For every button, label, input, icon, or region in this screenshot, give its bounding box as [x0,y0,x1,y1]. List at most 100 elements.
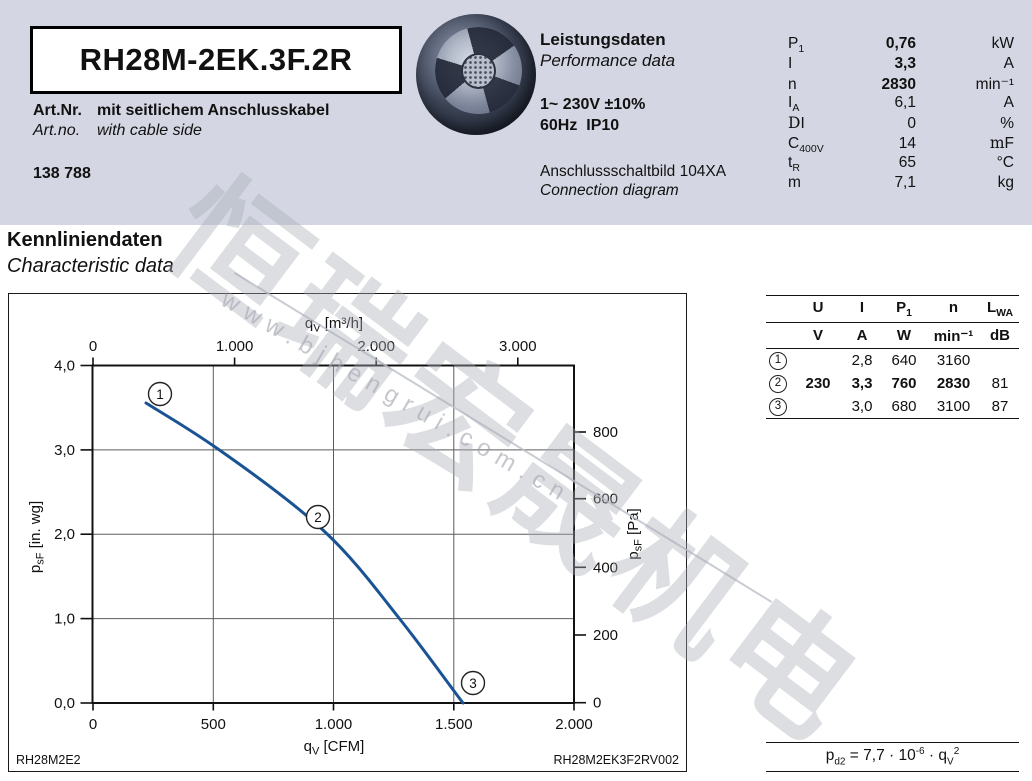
characteristic-curve-chart: 0 1.000 2.000 3.000 qV [m³/h] 0 500 1.00… [8,293,687,772]
svg-text:3.000: 3.000 [499,338,537,355]
perf-symbol: P1 [788,35,805,56]
point-1-marker: 1 [769,351,787,370]
left-axis-labels: 4,0 3,0 2,0 1,0 0,0 psF [in. wg] [27,358,75,713]
perf-value: 2830 [881,75,916,93]
fan-hub [461,52,497,89]
col-header-lwa: LWA [986,299,1014,319]
connection-diagram-en: Connection diagram [540,182,679,199]
svg-text:500: 500 [201,716,226,733]
perf-row-start-current: IA 6,1 A [788,94,1014,114]
perf-value: 3,3 [894,54,916,72]
top-axis-labels: 0 1.000 2.000 3.000 qV [m³/h] [89,315,537,355]
col-header-p1: P1 [896,299,912,319]
perf-unit: kg [997,173,1014,191]
performance-title-en: Performance data [540,51,676,70]
svg-text:2,0: 2,0 [54,526,75,543]
unit-db: dB [990,327,1010,344]
performance-title-de: Leistungsdaten [540,30,666,49]
perf-value: 6,1 [894,94,916,112]
svg-text:1,0: 1,0 [54,611,75,628]
op-table-row-1: 1 2,8 640 3160 [766,349,1019,372]
svg-text:4,0: 4,0 [54,358,75,375]
perf-row-temp: tR 65 °C [788,154,1014,174]
section-title-en: Characteristic data [7,255,174,277]
svg-text:2.000: 2.000 [555,716,593,733]
dynamic-pressure-formula: pd2 = 7,7 · 10-6 · qV2 [766,742,1019,772]
svg-text:400: 400 [593,559,618,576]
svg-text:1.000: 1.000 [315,716,353,733]
svg-text:0: 0 [89,338,97,355]
svg-text:0: 0 [89,716,97,733]
unit-v: V [812,327,823,344]
perf-unit: A [1003,54,1014,72]
perf-symbol: IA [788,94,800,115]
svg-text:3: 3 [469,676,477,691]
perf-symbol: DI [788,114,805,133]
art-number-row-en: Art.no. with cable side [33,122,202,140]
perf-symbol: C400V [788,134,824,156]
top-axis-title: qV [m³/h] [305,315,363,335]
perf-unit: mF [989,133,1014,152]
fan-impeller [435,27,522,115]
right-axis-title: psF [Pa] [625,508,645,559]
svg-text:3,0: 3,0 [54,442,75,459]
art-label-de: Art.Nr. [33,102,82,119]
svg-text:2.000: 2.000 [357,338,395,355]
art-label-en: Art.no. [33,122,81,139]
svg-text:1.500: 1.500 [435,716,473,733]
perf-symbol: tR [788,153,800,174]
op-table-row-2: 2 230 3,3 760 2830 81 [766,372,1019,395]
performance-values-table: P1 0,76 kW I 3,3 A n 2830 min⁻¹ IA 6,1 A… [788,35,1014,193]
svg-text:800: 800 [593,424,618,441]
point-3-marker: 3 [769,397,787,416]
perf-unit: kW [991,35,1014,52]
svg-text:1.000: 1.000 [216,338,254,355]
col-header-i: I [859,299,865,316]
svg-text:2: 2 [314,510,322,525]
perf-value: 7,1 [894,173,916,191]
perf-symbol: m [788,173,801,191]
bottom-axis-labels: 0 500 1.000 1.500 2.000 qV [CFM] [89,716,593,758]
svg-text:0,0: 0,0 [54,695,75,712]
svg-text:200: 200 [593,627,618,644]
svg-text:1: 1 [156,387,164,402]
perf-row-current: I 3,3 A [788,55,1014,75]
unit-a: A [856,327,868,344]
perf-symbol: I [788,54,793,72]
art-number: 138 788 [33,165,91,182]
perf-symbol: n [788,75,797,93]
fan-curve [144,401,465,705]
perf-row-p1: P1 0,76 kW [788,35,1014,55]
unit-w: W [896,327,912,344]
chart-code-left: RH28M2E2 [16,753,81,767]
point-2-marker: 2 [769,374,787,393]
perf-row-mass: m 7,1 kg [788,174,1014,194]
right-axis-labels: 800 600 400 200 0 psF [Pa] [593,424,645,712]
perf-unit: min⁻¹ [975,75,1014,93]
perf-value: 14 [898,134,916,152]
col-header-n: n [948,299,959,316]
bottom-axis-title: qV [CFM] [304,738,365,758]
col-header-u: U [812,299,824,316]
connection-diagram-de: Anschlussschaltbild 104XA [540,163,727,180]
perf-unit: °C [996,153,1014,171]
operating-points-table: U I P1 n LWA V A W min⁻¹ dB 1 2,8 640 316… [766,295,1019,419]
product-name-box: RH28M-2EK.3F.2R [30,26,402,94]
svg-text:600: 600 [593,491,618,508]
perf-row-delta-i: DI 0 % [788,114,1014,134]
perf-unit: % [1000,115,1014,133]
left-axis-title: psF [in. wg] [27,501,47,573]
op-table-units-row: V A W min⁻¹ dB [766,323,1019,349]
perf-value: 0 [907,115,916,133]
art-desc-en: with cable side [97,122,202,139]
voltage-spec: 1~ 230V ±10% [540,96,646,113]
svg-text:0: 0 [593,695,601,712]
frequency-ip-spec: 60Hz IP10 [540,117,620,134]
perf-row-speed: n 2830 min⁻¹ [788,75,1014,95]
art-desc-de: mit seitlichem Anschlusskabel [97,102,330,119]
fan-product-photo [416,14,536,135]
op-table-header-row: U I P1 n LWA [766,295,1019,323]
op-table-row-3: 3 3,0 680 3100 87 [766,395,1019,419]
perf-value: 65 [898,153,916,171]
